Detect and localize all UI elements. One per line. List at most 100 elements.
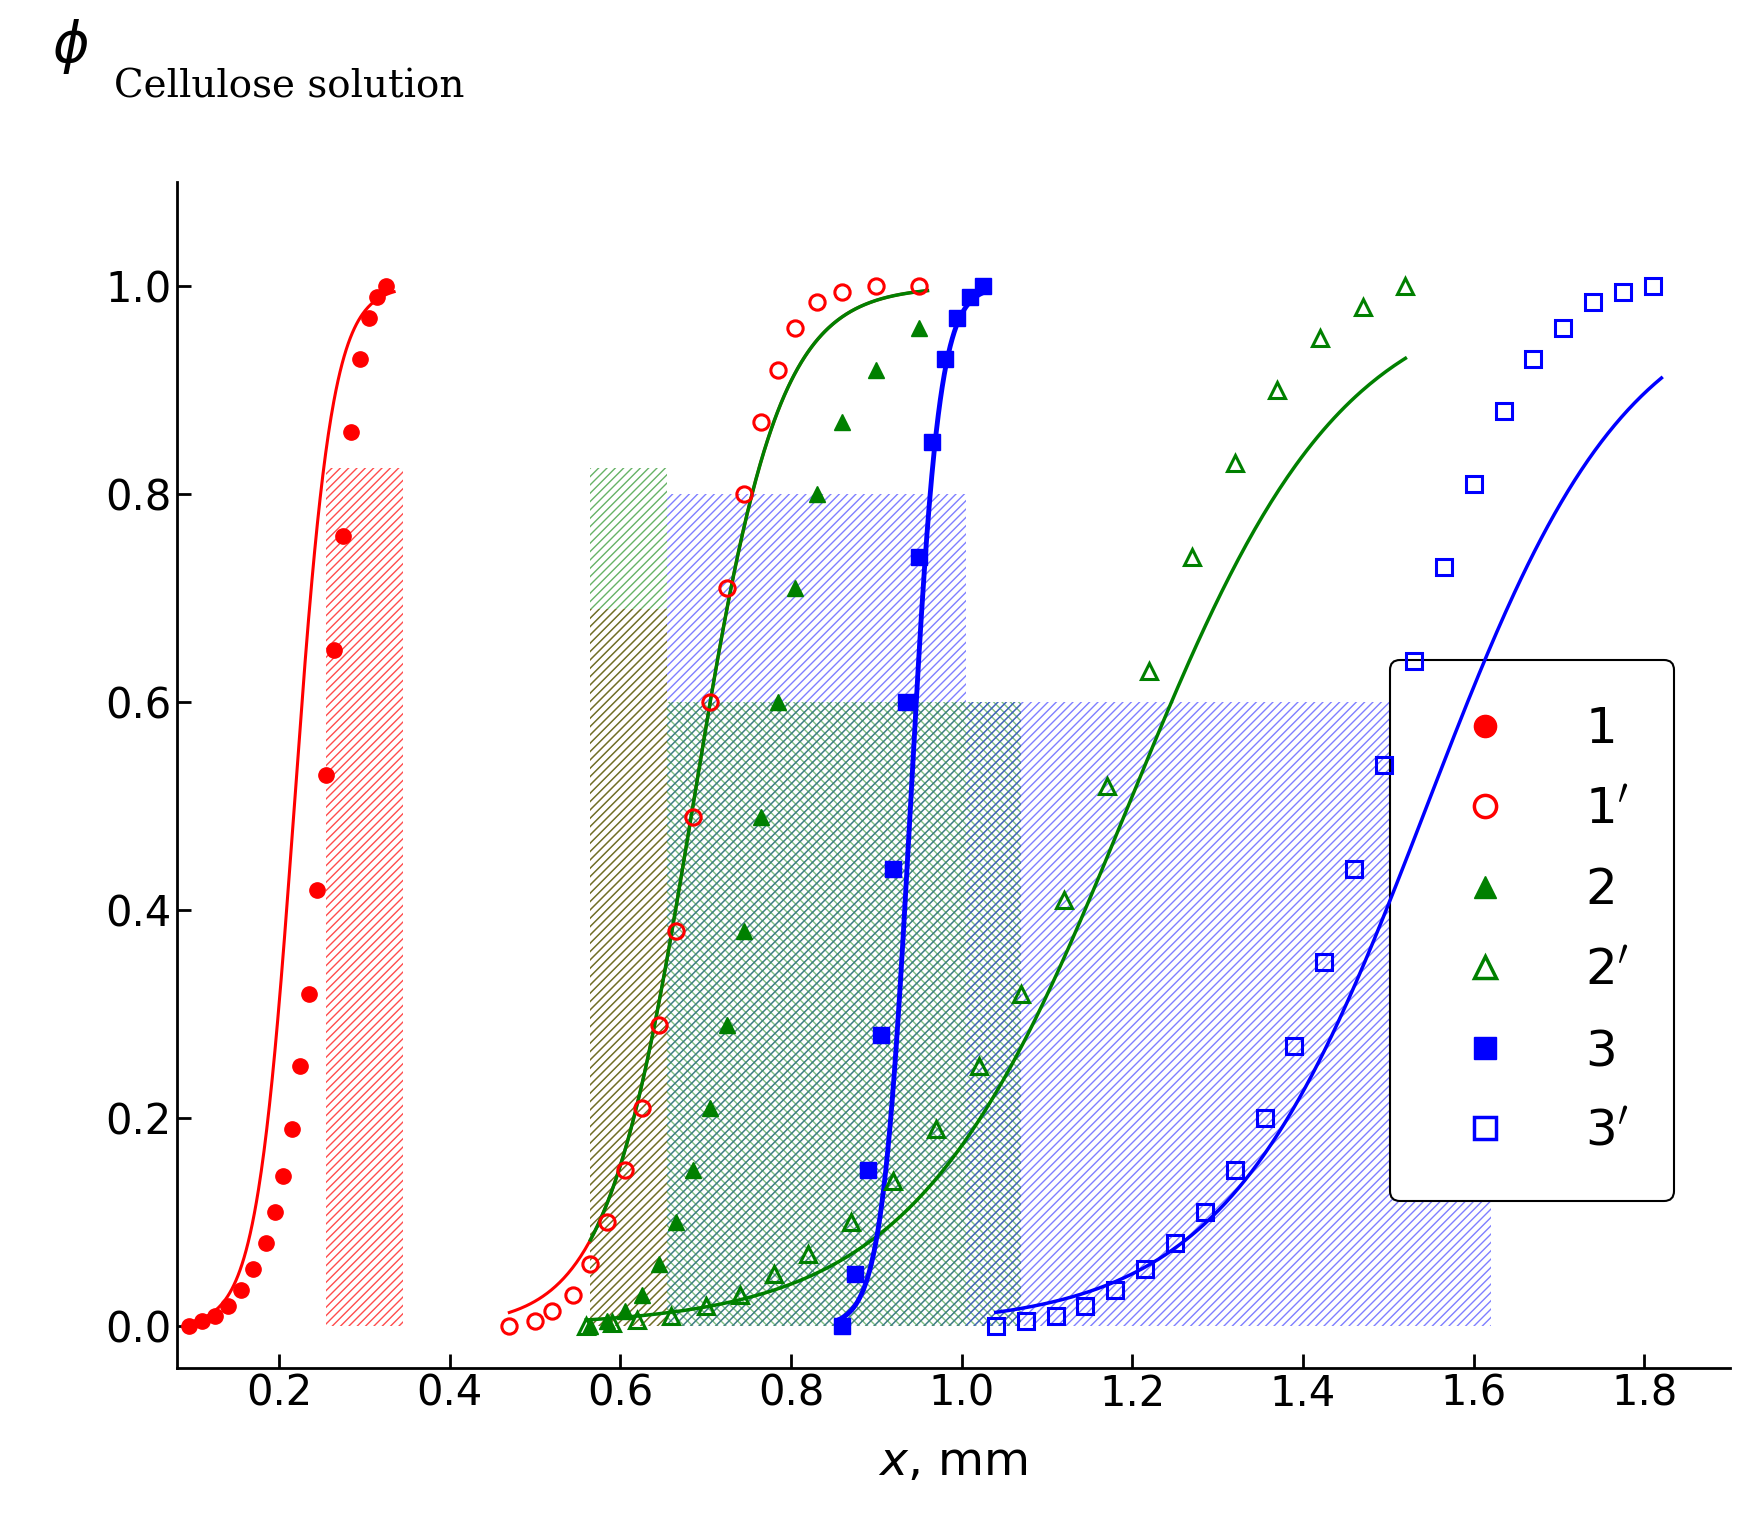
1' — [734, 485, 755, 503]
3' — [1194, 1202, 1215, 1221]
2' — [575, 1318, 596, 1336]
3' — [1074, 1297, 1095, 1315]
Bar — [591, 468, 667, 1327]
3 — [921, 433, 942, 451]
2' — [695, 1297, 716, 1315]
Line: 1: 1 — [182, 278, 393, 1335]
2 — [647, 1256, 669, 1274]
1' — [647, 1015, 669, 1034]
1' — [580, 1256, 602, 1274]
Line: 3': 3' — [988, 278, 1660, 1335]
2 — [716, 1015, 737, 1034]
2' — [660, 1307, 681, 1325]
1' — [524, 1312, 545, 1330]
2' — [924, 1120, 946, 1138]
2 — [614, 1301, 635, 1319]
1' — [767, 360, 789, 378]
2 — [785, 579, 806, 597]
2 — [596, 1312, 617, 1330]
3 — [870, 1026, 891, 1044]
1 — [340, 423, 362, 441]
3' — [1552, 319, 1573, 337]
3' — [1134, 1260, 1155, 1278]
2' — [1138, 663, 1159, 681]
Bar — [326, 468, 402, 1327]
3' — [1014, 1312, 1035, 1330]
1' — [831, 283, 852, 301]
2' — [968, 1058, 990, 1076]
2' — [1053, 891, 1074, 909]
3 — [882, 860, 903, 879]
2' — [1351, 298, 1372, 316]
Bar — [591, 610, 667, 1327]
1 — [332, 527, 353, 546]
2 — [864, 360, 886, 378]
1' — [699, 693, 720, 711]
Bar — [667, 702, 1021, 1327]
3' — [1492, 403, 1514, 421]
1 — [243, 1260, 265, 1278]
3' — [1282, 1037, 1304, 1055]
2' — [602, 1315, 623, 1333]
2' — [626, 1312, 647, 1330]
3' — [1522, 350, 1544, 368]
2' — [797, 1245, 818, 1263]
1' — [542, 1301, 563, 1319]
1' — [665, 923, 686, 941]
3 — [894, 693, 916, 711]
2 — [908, 319, 930, 337]
Bar — [667, 494, 965, 1327]
1 — [256, 1234, 277, 1252]
3' — [1582, 293, 1603, 312]
Bar — [965, 702, 1491, 1327]
3' — [1104, 1281, 1125, 1300]
2' — [1095, 777, 1117, 795]
1 — [192, 1312, 213, 1330]
3 — [857, 1161, 878, 1180]
2' — [1011, 985, 1032, 1003]
3' — [1252, 1110, 1274, 1128]
2 — [806, 485, 827, 503]
3' — [1342, 860, 1364, 879]
3 — [908, 547, 930, 565]
2' — [1267, 382, 1288, 400]
Legend: $\mathit{1}$, $\mathit{1'}$, $\mathit{2}$, $\mathit{2'}$, $\mathit{3}$, $\mathit: $\mathit{1}$, $\mathit{1'}$, $\mathit{2}… — [1390, 660, 1672, 1201]
2' — [882, 1172, 903, 1190]
1' — [864, 277, 886, 295]
1 — [358, 309, 379, 327]
1 — [265, 1202, 286, 1221]
2 — [831, 412, 852, 430]
1 — [280, 1120, 302, 1138]
3' — [1044, 1307, 1065, 1325]
3 — [843, 1265, 864, 1283]
3 — [933, 350, 954, 368]
1' — [716, 579, 737, 597]
2' — [1180, 547, 1201, 565]
3 — [831, 1318, 852, 1336]
3' — [1612, 283, 1633, 301]
3' — [1224, 1161, 1245, 1180]
Text: $\phi$: $\phi$ — [53, 17, 88, 76]
3' — [984, 1318, 1005, 1336]
1 — [367, 287, 388, 306]
1' — [596, 1213, 617, 1231]
1' — [632, 1099, 653, 1117]
1 — [229, 1281, 250, 1300]
1 — [178, 1318, 199, 1336]
Line: 2': 2' — [579, 278, 1413, 1335]
2 — [767, 693, 789, 711]
3 — [946, 309, 967, 327]
2 — [665, 1213, 686, 1231]
1 — [205, 1307, 226, 1325]
Text: Cellulose solution: Cellulose solution — [115, 68, 464, 105]
1 — [323, 641, 344, 660]
2 — [632, 1286, 653, 1304]
2' — [762, 1265, 783, 1283]
3' — [1312, 953, 1334, 971]
Line: 1': 1' — [501, 278, 926, 1335]
1 — [298, 985, 319, 1003]
Line: 2: 2 — [582, 321, 926, 1335]
1 — [272, 1166, 293, 1184]
1 — [307, 880, 328, 898]
2' — [1309, 330, 1330, 348]
